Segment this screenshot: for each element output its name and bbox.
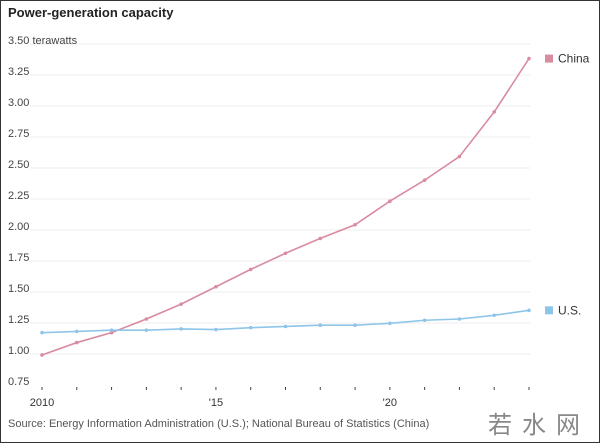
y-tick-label: 2.00	[8, 221, 29, 233]
data-point-us	[40, 330, 44, 335]
x-tick-label: 2010	[30, 397, 54, 409]
y-tick-label: 1.00	[8, 345, 29, 357]
data-point-china	[283, 251, 288, 256]
data-point-china	[74, 340, 79, 345]
legend-label-china: China	[558, 52, 590, 66]
data-point-china	[248, 267, 253, 272]
data-point-china	[422, 178, 427, 182]
data-point-china	[109, 330, 114, 335]
data-point-china	[492, 110, 497, 114]
data-point-us	[144, 328, 149, 332]
data-point-us	[109, 328, 114, 332]
data-point-china	[40, 353, 44, 357]
y-tick-label: 1.50	[8, 283, 29, 295]
data-point-china	[214, 284, 218, 289]
y-tick-label: 0.75	[8, 376, 29, 388]
chart-title: Power-generation capacity	[8, 5, 174, 20]
data-point-china	[144, 317, 149, 321]
y-tick-label: 2.25	[8, 190, 29, 202]
data-point-china	[388, 199, 392, 203]
watermark: 若水网	[488, 412, 590, 439]
data-point-us	[422, 318, 427, 323]
data-point-china	[527, 56, 531, 61]
legend-swatch-china	[545, 54, 553, 63]
legend-swatch-us	[545, 306, 553, 315]
series-line-us	[41, 309, 530, 334]
data-point-us	[248, 325, 253, 330]
data-point-china	[457, 154, 462, 159]
data-point-us	[214, 327, 218, 332]
data-point-china	[353, 222, 357, 227]
data-point-us	[283, 324, 288, 329]
y-tick-label: 2.75	[8, 128, 29, 140]
y-tick-label: 3.25	[8, 66, 29, 78]
data-point-us	[318, 323, 323, 328]
y-tick-label: 1.75	[8, 252, 29, 264]
y-tick-label: 3.00	[8, 97, 29, 109]
data-point-us	[527, 308, 531, 313]
y-tick-label: 1.25	[8, 314, 29, 326]
legend-label-us: U.S.	[558, 303, 581, 317]
data-point-us	[492, 313, 497, 318]
data-point-china	[179, 302, 183, 306]
source-note: Source: Energy Information Administratio…	[8, 418, 430, 430]
data-point-us	[179, 327, 183, 331]
data-point-us	[388, 321, 392, 326]
y-tick-label: 2.50	[8, 159, 29, 171]
data-point-china	[318, 236, 323, 241]
data-point-us	[457, 317, 462, 321]
y-axis-unit-label: 3.50 terawatts	[8, 35, 78, 47]
series-line-china	[41, 58, 530, 356]
data-point-us	[74, 329, 79, 334]
data-point-us	[353, 323, 357, 328]
x-tick-label: '20	[383, 397, 397, 409]
x-tick-label: '15	[209, 397, 223, 409]
